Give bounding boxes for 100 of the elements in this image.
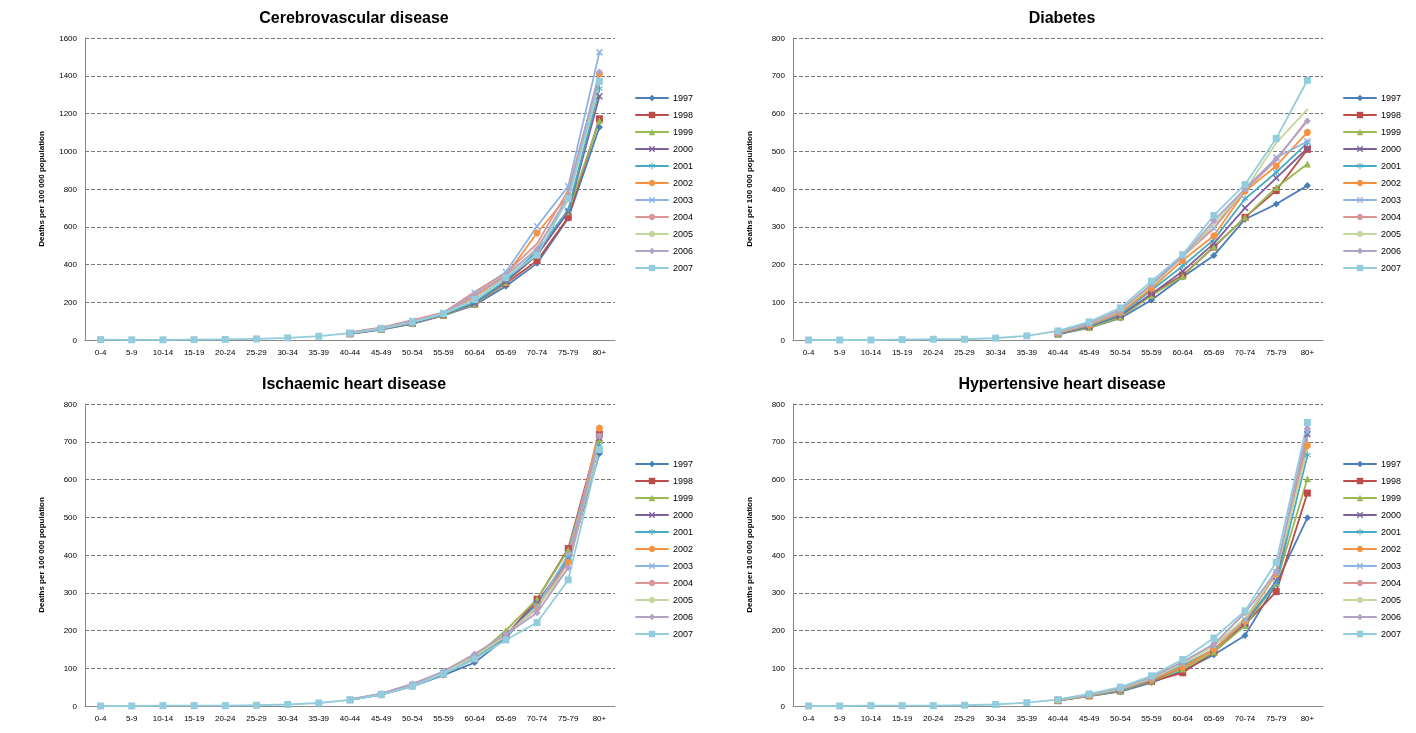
legend-label: 2001: [1380, 527, 1402, 537]
x-tick-label: 55-59: [433, 713, 455, 723]
x-tick-label: 75-79: [558, 713, 580, 723]
y-tick-label: 200: [771, 260, 786, 269]
y-tick-label: 100: [63, 663, 78, 673]
y-tick-label: 1000: [59, 146, 78, 156]
x-tick-label: 15-19: [891, 347, 913, 357]
x-tick-label: 65-69: [1203, 347, 1225, 357]
legend-label: 2007: [672, 629, 694, 639]
y-tick-label: 0: [72, 701, 78, 711]
y-tick-label: 600: [63, 222, 78, 232]
x-tick-label: 80+: [592, 713, 607, 723]
legend-label: 1998: [672, 110, 694, 120]
x-tick-label: 15-19: [183, 347, 205, 357]
x-tick-label: 55-59: [1141, 347, 1163, 357]
x-tick-label: 80+: [592, 347, 607, 357]
x-tick-label: 75-79: [558, 347, 580, 357]
x-tick-label: 60-64: [464, 347, 486, 357]
x-tick-label: 10-14: [860, 713, 882, 723]
y-axis-title: Deaths per 100 000 population: [36, 497, 46, 613]
x-tick-label: 60-64: [1172, 347, 1194, 357]
x-tick-label: 5-9: [833, 713, 847, 723]
y-tick-label: 1200: [59, 109, 78, 118]
y-tick-label: 700: [63, 437, 78, 447]
legend-label: 2002: [672, 544, 694, 554]
x-tick-label: 50-54: [1110, 713, 1132, 723]
x-tick-label: 10-14: [152, 713, 174, 723]
legend-label: 1997: [672, 93, 694, 103]
y-tick-label: 1400: [59, 71, 78, 81]
chart-title: Diabetes: [1028, 8, 1096, 26]
legend-label: 2002: [672, 178, 694, 188]
x-tick-label: 20-24: [923, 713, 945, 723]
y-tick-label: 500: [63, 512, 78, 522]
x-tick-label: 40-44: [339, 347, 361, 357]
x-tick-label: 55-59: [433, 347, 455, 357]
legend-label: 2004: [672, 578, 694, 588]
y-tick-label: 0: [780, 335, 786, 345]
y-tick-label: 1600: [59, 33, 78, 43]
x-tick-label: 35-39: [308, 713, 330, 723]
x-tick-label: 45-49: [370, 713, 392, 723]
x-tick-label: 60-64: [464, 713, 486, 723]
chart-title: Hypertensive heart disease: [958, 374, 1166, 392]
chart-title: Cerebrovascular disease: [259, 8, 449, 26]
x-tick-label: 0-4: [802, 347, 815, 357]
legend-label: 1999: [672, 493, 694, 503]
x-tick-label: 30-34: [985, 347, 1007, 357]
chart-title: Ischaemic heart disease: [261, 374, 447, 392]
x-tick-label: 40-44: [1047, 713, 1069, 723]
y-tick-label: 200: [771, 626, 786, 635]
legend-label: 1999: [1380, 127, 1402, 137]
x-tick-label: 0-4: [802, 713, 815, 723]
y-tick-label: 100: [771, 297, 786, 307]
x-tick-label: 20-24: [215, 713, 237, 723]
y-tick-label: 300: [771, 222, 786, 232]
y-tick-label: 400: [771, 550, 786, 560]
y-tick-label: 800: [771, 33, 786, 43]
x-tick-label: 5-9: [125, 713, 139, 723]
y-tick-label: 800: [63, 184, 78, 194]
x-tick-label: 60-64: [1172, 713, 1194, 723]
legend-label: 1997: [1380, 93, 1402, 103]
x-tick-label: 80+: [1300, 347, 1315, 357]
x-tick-label: 40-44: [339, 713, 361, 723]
legend-label: 2000: [1380, 510, 1402, 520]
y-tick-label: 600: [63, 475, 78, 484]
y-tick-label: 200: [63, 626, 78, 635]
legend-label: 2000: [672, 144, 694, 154]
x-tick-label: 70-74: [1234, 713, 1256, 723]
x-tick-label: 70-74: [526, 713, 548, 723]
y-tick-label: 600: [771, 475, 786, 484]
x-tick-label: 0-4: [94, 347, 107, 357]
y-tick-label: 500: [771, 512, 786, 522]
x-tick-label: 20-24: [923, 347, 945, 357]
legend-label: 2005: [672, 229, 694, 239]
y-axis-title: Deaths per 100 000 population: [744, 497, 754, 613]
legend-label: 2007: [1380, 629, 1402, 639]
x-tick-label: 0-4: [94, 713, 107, 723]
legend-label: 2002: [1380, 544, 1402, 554]
x-tick-label: 15-19: [891, 713, 913, 723]
y-tick-label: 400: [63, 260, 78, 269]
legend-label: 2006: [672, 612, 694, 622]
y-tick-label: 800: [771, 399, 786, 409]
x-tick-label: 65-69: [495, 713, 517, 723]
y-axis-title: Deaths per 100 000 population: [36, 131, 46, 247]
x-tick-label: 35-39: [308, 347, 330, 357]
legend-label: 2000: [672, 510, 694, 520]
legend-label: 2005: [672, 595, 694, 605]
legend-label: 2006: [1380, 246, 1402, 256]
y-tick-label: 800: [63, 399, 78, 409]
legend-label: 1999: [1380, 493, 1402, 503]
legend-label: 2003: [1380, 195, 1402, 205]
x-tick-label: 20-24: [215, 347, 237, 357]
legend-label: 1998: [1380, 110, 1402, 120]
legend-label: 2007: [672, 263, 694, 273]
x-tick-label: 10-14: [860, 347, 882, 357]
y-tick-label: 0: [72, 335, 78, 345]
y-tick-label: 500: [771, 146, 786, 156]
y-tick-label: 700: [771, 437, 786, 447]
x-tick-label: 50-54: [1110, 347, 1132, 357]
legend-label: 2001: [672, 161, 694, 171]
x-tick-label: 25-29: [246, 347, 268, 357]
